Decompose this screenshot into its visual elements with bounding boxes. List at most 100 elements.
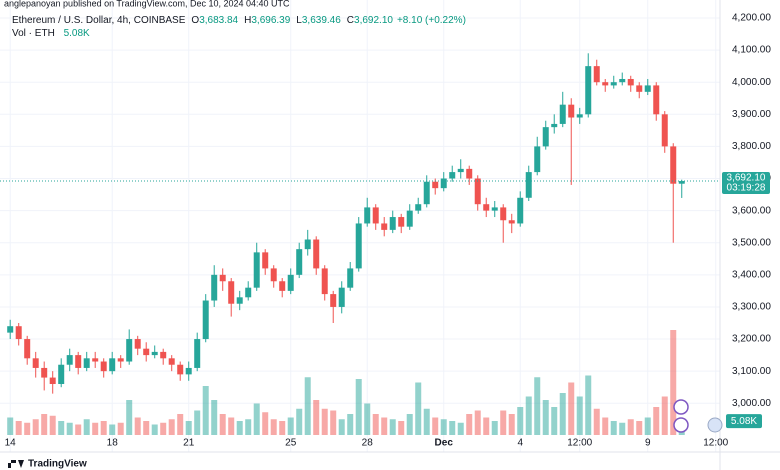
field-key: L xyxy=(296,15,302,26)
field-value: 3,639.46 xyxy=(302,15,341,26)
volume-bar xyxy=(100,421,107,435)
candle-body xyxy=(423,181,430,205)
volume-bar xyxy=(372,414,379,435)
field-value: 3,696.39 xyxy=(251,15,290,26)
field-key: O xyxy=(191,15,199,26)
volume-bar xyxy=(381,417,388,435)
candle-body xyxy=(670,146,677,184)
candle-body xyxy=(236,297,243,304)
candle-body xyxy=(627,78,634,86)
volume-bar xyxy=(602,417,609,435)
volume-bar xyxy=(15,421,22,435)
candle-body xyxy=(270,268,277,282)
candle-body xyxy=(228,281,235,304)
candle-body xyxy=(41,367,48,378)
volume-bar xyxy=(160,422,167,435)
y-tick-label: 3,200.00 xyxy=(732,334,771,345)
candle-body xyxy=(644,85,651,92)
volume-bar xyxy=(49,415,56,435)
change: +8.10 (+0.22%) xyxy=(397,15,466,26)
candle-body xyxy=(219,274,226,282)
candle-body xyxy=(483,204,490,211)
header-legend: Ethereum / U.S. Dollar, 4h, COINBASE O3,6… xyxy=(12,15,466,26)
volume-bar xyxy=(117,422,124,435)
volume-bar xyxy=(457,422,464,435)
candle-body xyxy=(406,210,413,227)
y-tick-label: 3,900.00 xyxy=(732,109,771,120)
candle-body xyxy=(449,172,456,179)
candle-body xyxy=(32,358,39,368)
candle-body xyxy=(151,351,158,356)
volume-badge: 5.08K xyxy=(731,416,757,427)
x-tick-label: 28 xyxy=(362,438,374,449)
volume-bar xyxy=(194,410,201,435)
candle-body xyxy=(678,181,685,184)
flag-icon[interactable] xyxy=(707,417,723,433)
volume-bar xyxy=(83,419,90,435)
candle-body xyxy=(92,358,99,362)
candle-body xyxy=(466,168,473,179)
brand: TradingView xyxy=(28,459,87,470)
candle-body xyxy=(279,281,286,291)
event-icon[interactable] xyxy=(673,417,689,433)
candle-body xyxy=(194,339,201,368)
candle-body xyxy=(474,178,481,205)
volume-bar xyxy=(143,421,150,435)
volume-bar xyxy=(287,417,294,435)
candle-body xyxy=(576,114,583,118)
volume-bar xyxy=(661,396,668,435)
volume-bar xyxy=(627,419,634,435)
x-tick-label: 14 xyxy=(5,438,17,449)
candle-body xyxy=(296,249,303,275)
candle-body xyxy=(381,223,388,230)
brand-logo xyxy=(8,460,24,468)
y-tick-label: 3,000.00 xyxy=(732,398,771,409)
volume-bar xyxy=(551,407,558,435)
volume-bar xyxy=(304,377,311,435)
candle-body xyxy=(7,326,14,333)
volume-bar xyxy=(423,408,430,435)
candle-body xyxy=(168,358,175,365)
y-tick-label: 3,500.00 xyxy=(732,237,771,248)
price-label: 3,692.10 xyxy=(727,173,766,184)
candle-body xyxy=(585,66,592,115)
field-value: 3,683.84 xyxy=(199,15,238,26)
volume-layer xyxy=(7,330,685,435)
event-icon[interactable] xyxy=(673,399,689,415)
axes: 3,000.00 3,100.00 3,200.00 3,300.00 3,400.00… xyxy=(5,13,772,449)
volume-bar xyxy=(58,421,65,435)
volume-bar xyxy=(279,421,286,435)
y-tick-label: 4,100.00 xyxy=(732,45,771,56)
volume-bar xyxy=(66,422,73,435)
volume-bar xyxy=(177,414,184,435)
candle-body xyxy=(83,358,90,368)
volume-bar xyxy=(330,410,337,435)
y-tick-label: 3,400.00 xyxy=(732,269,771,280)
candle-body xyxy=(321,268,328,295)
candle-body xyxy=(253,252,260,288)
volume-bar xyxy=(508,414,515,435)
volume-bar xyxy=(32,419,39,435)
volume-bar xyxy=(619,422,626,435)
candle-body xyxy=(440,178,447,189)
candle-body xyxy=(202,300,209,340)
volume-bar xyxy=(593,408,600,435)
x-tick-label: 25 xyxy=(285,438,297,449)
candle-body xyxy=(551,123,558,128)
candle-body xyxy=(534,146,541,173)
candle-body xyxy=(15,326,22,340)
candle-body xyxy=(568,104,575,118)
y-tick-label: 3,300.00 xyxy=(732,302,771,313)
candle-body xyxy=(58,364,65,384)
volume-bar xyxy=(534,377,541,435)
candle-body xyxy=(49,377,56,384)
candle-body xyxy=(491,207,498,211)
candle-body xyxy=(117,358,124,362)
volume-bar xyxy=(219,414,226,435)
volume-bar xyxy=(500,410,507,435)
candle-body xyxy=(185,367,192,375)
candle-body xyxy=(287,274,294,291)
volume-bar xyxy=(151,424,158,435)
volume-bar xyxy=(347,414,354,435)
